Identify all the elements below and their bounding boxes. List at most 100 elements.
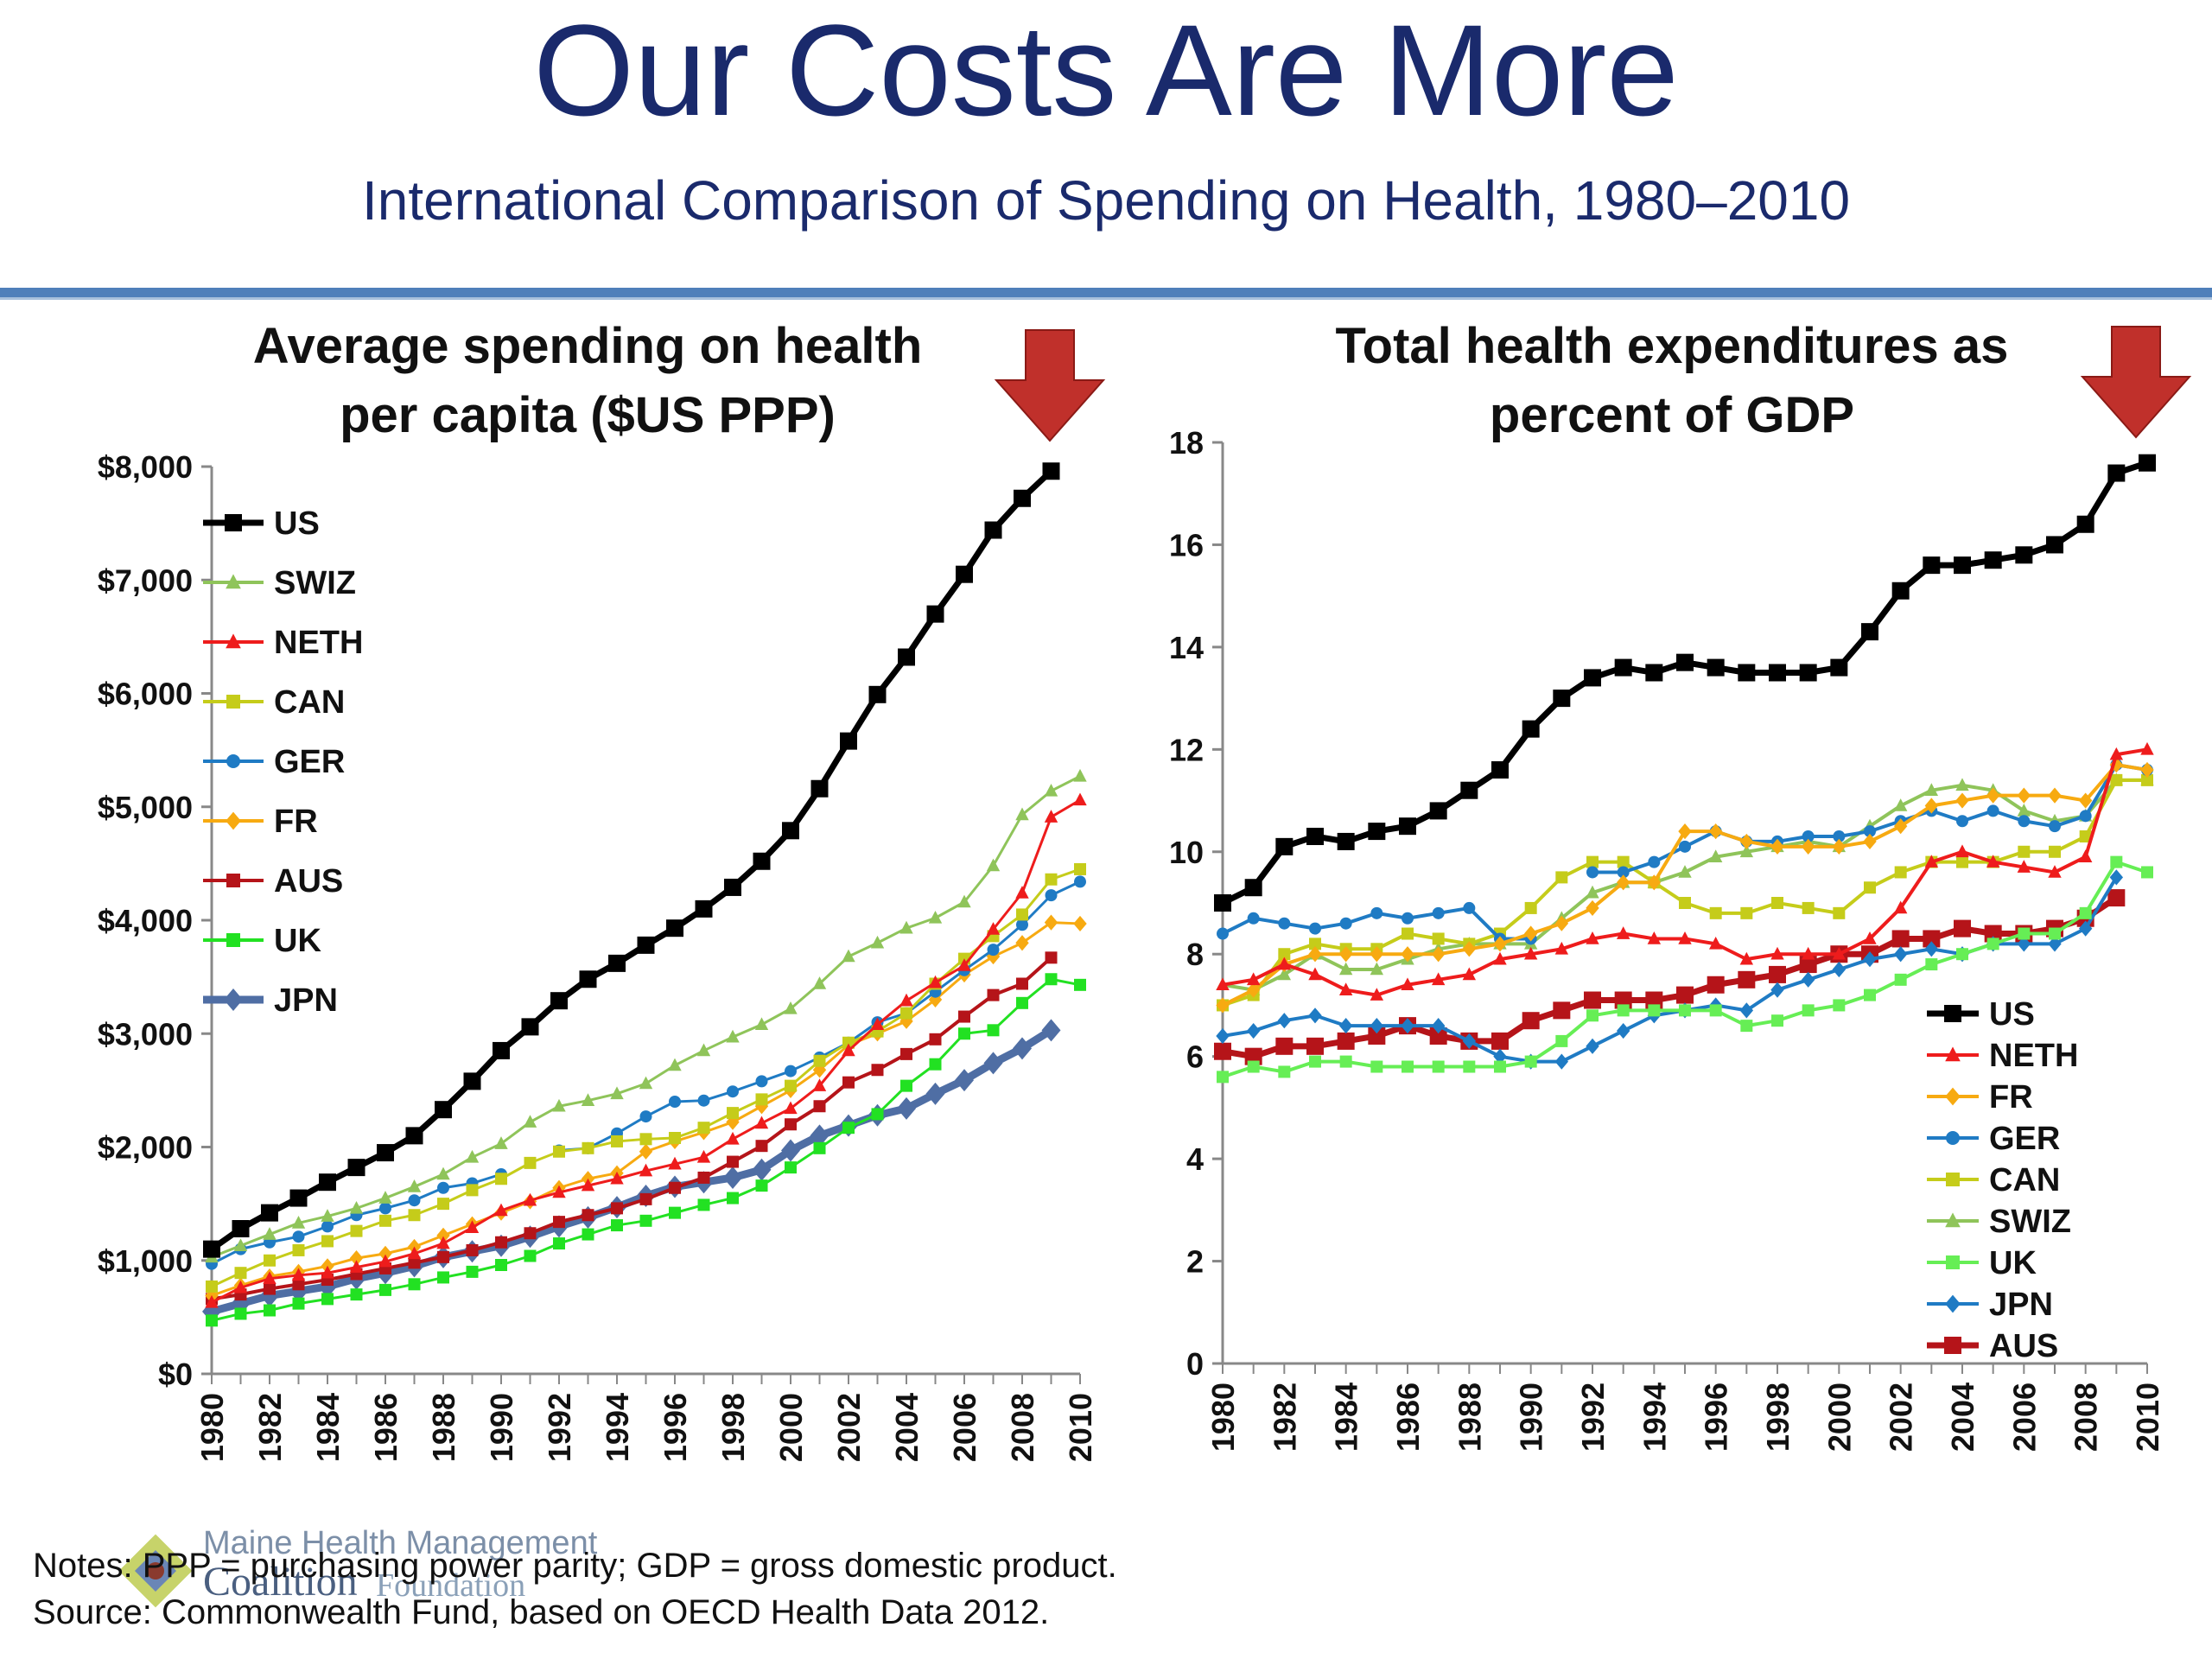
data-point xyxy=(2110,773,2123,786)
data-point xyxy=(1893,818,1908,835)
legend-item-us: US xyxy=(203,505,320,542)
data-point xyxy=(407,1179,422,1192)
data-point xyxy=(1801,946,1815,960)
data-point xyxy=(521,1018,539,1036)
x-tick-label: 2004 xyxy=(1945,1382,1980,1452)
data-point xyxy=(495,1173,507,1185)
data-point xyxy=(697,1122,710,1135)
data-point xyxy=(1863,833,1877,850)
data-point xyxy=(1586,899,1599,917)
data-point xyxy=(697,1198,710,1211)
legend-marker xyxy=(224,988,243,1011)
data-point xyxy=(2078,920,2093,937)
x-tick-label: 1984 xyxy=(310,1393,346,1462)
y-tick-label: 0 xyxy=(1186,1346,1204,1382)
per-capita-spending-chart: Average spending on health per capita ($U… xyxy=(98,318,1106,1462)
data-point xyxy=(986,858,1001,872)
data-point xyxy=(1864,881,1876,894)
data-point xyxy=(1045,873,1058,886)
y-tick-label: 16 xyxy=(1169,527,1204,563)
legend-label: UK xyxy=(274,923,321,959)
legend-item-can: CAN xyxy=(1927,1162,2060,1198)
data-point xyxy=(929,1033,942,1046)
data-point xyxy=(1923,930,1941,948)
data-point xyxy=(524,1227,537,1240)
x-tick-label: 1984 xyxy=(1329,1382,1364,1452)
data-point xyxy=(1337,1032,1355,1050)
data-point xyxy=(1432,906,1445,919)
data-point xyxy=(263,1227,276,1240)
data-point xyxy=(1799,956,1817,974)
data-point xyxy=(784,1001,798,1014)
data-point xyxy=(2078,849,2093,862)
legend-label: NETH xyxy=(1989,1038,2078,1074)
x-tick-label: 1992 xyxy=(542,1393,577,1462)
series-uk xyxy=(1217,855,2153,1084)
data-point xyxy=(1986,804,1999,817)
data-point xyxy=(1799,664,1817,682)
data-point xyxy=(755,1179,768,1192)
series-line xyxy=(1222,778,2147,992)
data-point xyxy=(986,922,1001,935)
x-tick-label: 1990 xyxy=(1514,1382,1549,1452)
chart-title-line: Total health expenditures as xyxy=(1336,318,2009,374)
data-point xyxy=(1402,912,1414,925)
data-point xyxy=(1891,930,1910,948)
data-point xyxy=(1278,917,1291,930)
data-point xyxy=(785,1161,797,1174)
data-point xyxy=(408,1194,421,1207)
data-point xyxy=(2110,855,2123,868)
data-point xyxy=(524,1156,537,1169)
legend-marker xyxy=(225,514,242,531)
data-point xyxy=(1586,855,1599,868)
legend-item-swiz: SWIZ xyxy=(203,565,356,601)
data-point xyxy=(1740,906,1753,919)
data-point xyxy=(292,1278,305,1291)
data-point xyxy=(1802,901,1815,914)
data-point xyxy=(1833,830,1846,843)
x-tick-label: 2000 xyxy=(773,1393,809,1462)
data-point xyxy=(205,1294,219,1308)
data-point xyxy=(1616,874,1630,891)
data-point xyxy=(436,1236,450,1249)
y-tick-label: 10 xyxy=(1169,835,1204,870)
data-point xyxy=(1956,948,1968,961)
data-point xyxy=(1832,946,1847,960)
legend-item-aus: AUS xyxy=(203,863,343,899)
data-point xyxy=(291,1268,306,1281)
legend-label: CAN xyxy=(274,684,345,721)
data-point xyxy=(437,1250,449,1263)
data-point xyxy=(697,1094,710,1107)
data-point xyxy=(1015,886,1029,899)
data-point xyxy=(1984,551,2002,569)
data-point xyxy=(1370,962,1384,976)
series-line xyxy=(211,921,1081,1297)
data-point xyxy=(987,944,1000,957)
data-point xyxy=(1368,823,1386,841)
data-point xyxy=(1955,844,1969,858)
data-point xyxy=(1707,976,1725,994)
data-point xyxy=(1277,967,1292,981)
data-point xyxy=(1616,926,1630,939)
data-point xyxy=(1739,1002,1754,1019)
x-tick-label: 2006 xyxy=(2006,1382,2042,1452)
data-point xyxy=(813,1054,826,1067)
data-point xyxy=(437,1181,449,1194)
data-point xyxy=(1738,970,1756,988)
data-point xyxy=(842,1036,855,1049)
data-point xyxy=(1339,917,1352,930)
data-point xyxy=(1617,866,1630,879)
data-point xyxy=(407,1246,422,1260)
x-tick-label: 1986 xyxy=(1390,1382,1426,1452)
data-point xyxy=(1647,874,1662,891)
data-point xyxy=(1679,1004,1691,1017)
data-point xyxy=(203,1240,220,1258)
legend-item-uk: UK xyxy=(203,923,321,959)
data-point xyxy=(1523,925,1538,942)
data-point xyxy=(900,1047,912,1060)
data-point xyxy=(669,1132,681,1144)
y-tick-label: 12 xyxy=(1169,732,1204,767)
x-tick-label: 2008 xyxy=(2069,1382,2104,1452)
data-point xyxy=(696,1043,711,1057)
data-point xyxy=(1016,908,1028,921)
